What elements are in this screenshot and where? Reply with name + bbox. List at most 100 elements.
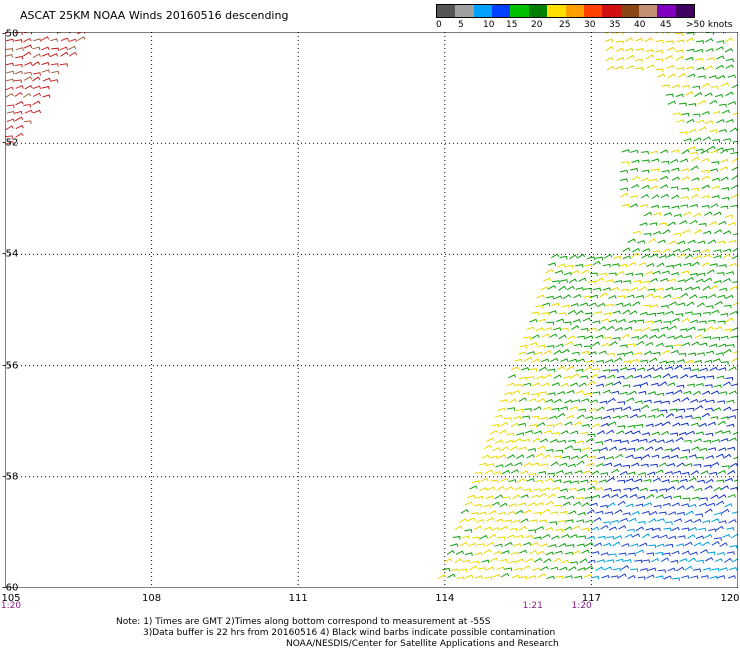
wind-barb [533, 406, 542, 411]
wind-barb [523, 462, 532, 467]
wind-barb [573, 294, 582, 299]
wind-barb [724, 557, 733, 563]
wind-barb [732, 281, 738, 283]
wind-barb [608, 526, 618, 531]
wind-barb [526, 326, 535, 331]
wind-barb [728, 262, 737, 267]
wind-barb [511, 574, 520, 579]
wind-barb [500, 446, 509, 452]
wind-barb [49, 38, 59, 42]
wind-barb [576, 440, 585, 445]
wind-barb [732, 140, 738, 143]
wind-barb [630, 286, 639, 291]
wind-barb [537, 445, 546, 450]
wind-barb [616, 56, 625, 61]
wind-barb [695, 513, 703, 518]
wind-barb [684, 463, 693, 467]
wind-barb [556, 365, 566, 370]
scale-swatch [510, 5, 529, 17]
wind-barb [710, 150, 719, 154]
wind-barb [532, 382, 541, 387]
wind-barb [720, 158, 729, 163]
wind-barb [679, 220, 688, 225]
wind-barb [716, 40, 725, 44]
wind-barb [659, 381, 668, 387]
wind-barb [725, 119, 734, 123]
wind-barb [674, 364, 683, 370]
wind-barb [681, 176, 690, 181]
wind-barb [636, 446, 645, 451]
wind-barb [704, 359, 713, 364]
wind-barb [698, 422, 708, 427]
wind-barb [60, 63, 68, 67]
wind-barb [617, 295, 626, 299]
wind-barb [725, 294, 734, 300]
wind-barb [528, 529, 536, 533]
wind-barb [485, 495, 494, 500]
wind-barb [678, 102, 687, 107]
wind-barb [575, 263, 584, 268]
wind-barb [514, 461, 523, 467]
scale-swatch [528, 5, 548, 17]
wind-barb [518, 525, 528, 531]
wind-barb [565, 519, 574, 523]
wind-barb [483, 444, 492, 450]
wind-barb [536, 550, 545, 556]
wind-barb [620, 288, 629, 293]
wind-barb [568, 278, 578, 284]
wind-barb [33, 38, 42, 42]
wind-barb [697, 328, 706, 332]
wind-barb [716, 500, 725, 506]
wind-barb [627, 238, 636, 243]
wind-barb [713, 229, 723, 235]
wind-barb [558, 543, 567, 548]
wind-barb [24, 109, 33, 114]
wind-barb [538, 471, 547, 475]
wind-barb [563, 271, 572, 276]
wind-barb [642, 326, 651, 332]
wind-barb [485, 517, 495, 522]
wind-barb [508, 503, 517, 507]
wind-barb [529, 368, 538, 372]
wind-barb [658, 569, 666, 573]
wind-barb [603, 566, 613, 571]
wind-barb [671, 176, 680, 181]
wind-barb [708, 293, 717, 299]
wind-barb [480, 477, 489, 482]
wind-barb [662, 229, 671, 235]
wind-barb [488, 510, 497, 515]
wind-barb [638, 390, 647, 395]
wind-barb [595, 334, 604, 339]
wind-barb [696, 479, 705, 484]
wind-barb [675, 334, 684, 340]
wind-barb [680, 374, 689, 379]
wind-barb [521, 392, 530, 396]
wind-barb [575, 310, 584, 316]
wind-barb [670, 479, 679, 484]
wind-barb [640, 203, 649, 208]
wind-barb [566, 390, 575, 394]
wind-barb [694, 229, 703, 235]
wind-barb [5, 92, 14, 98]
wind-barb [615, 47, 624, 52]
wind-barb [495, 464, 504, 468]
wind-barb [672, 422, 681, 427]
wind-barb [14, 79, 22, 84]
wind-barb [586, 256, 596, 261]
wind-barb [32, 46, 41, 51]
wind-barb [604, 253, 613, 259]
wind-barb [671, 84, 681, 89]
wind-barb [499, 399, 508, 404]
wind-barb [730, 335, 738, 340]
wind-barb [646, 552, 655, 556]
wind-barb [705, 455, 714, 459]
wind-barb [558, 520, 567, 524]
wind-barb [720, 176, 729, 182]
wind-barb [635, 526, 644, 532]
wind-barb [716, 272, 725, 276]
wind-barb [550, 357, 559, 362]
wind-barb [708, 75, 717, 79]
wind-barb [500, 421, 509, 427]
wind-barb [686, 32, 695, 36]
wind-barb [721, 465, 730, 469]
